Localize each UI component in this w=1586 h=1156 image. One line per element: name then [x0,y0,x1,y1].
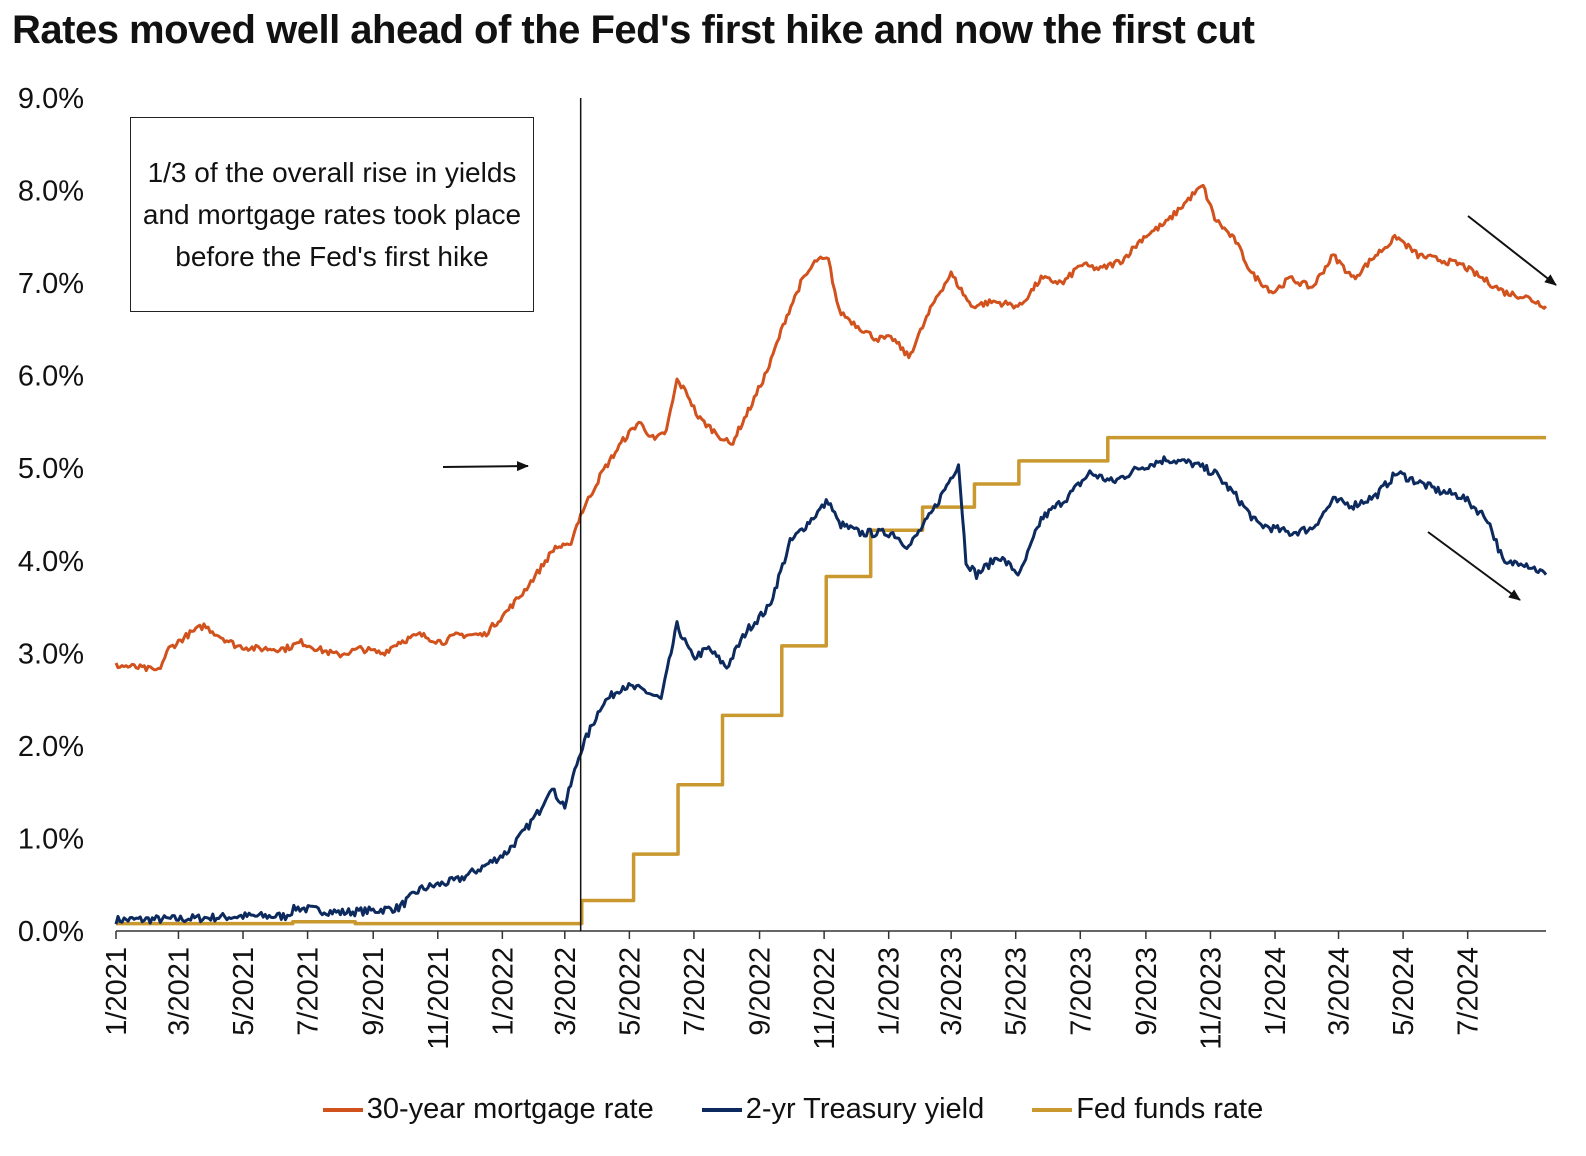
y-tick-label: 9.0% [18,83,84,115]
x-tick-label: 9/2023 [1131,947,1163,1036]
annotation-arrow-right [442,461,529,472]
y-tick-label: 2.0% [18,731,84,763]
x-tick-label: 3/2021 [163,947,195,1036]
x-tick-label: 3/2023 [936,947,968,1036]
series-layer [114,183,1548,926]
annotation-text: 1/3 of the overall rise in yields and mo… [142,156,522,272]
legend-label-treasury: 2-yr Treasury yield [745,1093,985,1125]
trend-arrow-treasury [1427,531,1521,601]
legend-item-fedfunds: Fed funds rate [1032,1093,1263,1126]
x-tick-label: 9/2021 [358,947,390,1036]
x-tick-label: 11/2022 [809,947,841,1050]
axes: 0.0% 1.0% 2.0% 3.0% 4.0% 5.0% 6.0% 7.0% 8.0% 9.0%… [18,83,1546,1050]
x-tick-label: 11/2023 [1195,947,1227,1050]
y-tick-label: 5.0% [18,453,84,485]
x-tick-label: 1/2021 [101,947,133,1036]
x-tick-label: 1/2024 [1260,947,1292,1036]
x-tick-label: 11/2021 [423,947,455,1050]
y-tick-label: 7.0% [18,268,84,300]
y-tick-label: 0.0% [18,916,84,948]
legend-item-treasury: 2-yr Treasury yield [701,1093,985,1126]
x-tick-label: 7/2024 [1453,947,1485,1036]
chart-title: Rates moved well ahead of the Fed's firs… [12,8,1255,52]
y-tick-label: 1.0% [18,823,84,855]
legend-swatch-mortgage [322,1107,363,1112]
y-tick-label: 8.0% [18,176,84,208]
x-tick-label: 5/2024 [1388,947,1420,1036]
x-tick-label: 7/2021 [293,947,325,1036]
annotation-box: 1/3 of the overall rise in yields and mo… [130,117,534,312]
x-tick-label: 9/2022 [745,947,777,1036]
x-tick-label: 3/2022 [550,947,582,1036]
x-tick-label: 1/2023 [874,947,906,1036]
legend-label-mortgage: 30-year mortgage rate [366,1093,654,1125]
legend-swatch-fedfunds [1032,1107,1073,1112]
x-tick-label: 1/2022 [487,947,519,1036]
y-tick-label: 4.0% [18,546,84,578]
legend-item-mortgage: 30-year mortgage rate [322,1093,654,1126]
legend-swatch-treasury [701,1107,742,1112]
x-tick-label: 3/2024 [1324,947,1356,1036]
legend: 30-year mortgage rate 2-yr Treasury yiel… [0,1093,1586,1126]
x-tick-label: 5/2021 [228,947,260,1036]
trend-arrow-mortgage [1467,215,1557,286]
series-line-mortgage [114,183,1548,673]
x-tick-label: 7/2022 [679,947,711,1036]
series-line-treasury [114,455,1548,925]
x-tick-label: 5/2023 [1001,947,1033,1036]
y-tick-label: 3.0% [18,638,84,670]
x-tick-label: 7/2023 [1065,947,1097,1036]
series-line-fedfunds [116,435,1546,926]
legend-label-fedfunds: Fed funds rate [1076,1093,1264,1125]
x-tick-label: 5/2022 [614,947,646,1036]
y-tick-label: 6.0% [18,361,84,393]
